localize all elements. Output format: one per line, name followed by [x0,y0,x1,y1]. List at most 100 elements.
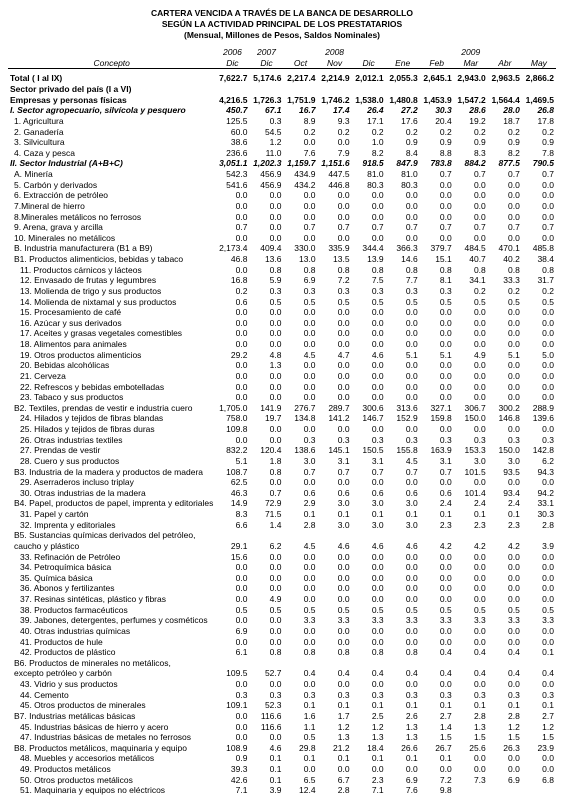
cell: 0.0 [488,212,522,223]
table-row: 1. Agricultura125.50.38.99.317.117.620.4… [8,116,556,127]
cell: 0.7 [454,169,488,180]
cell: 0.0 [284,190,318,201]
data-table: 2006 2007 2008 2009 Concepto Dic Dic Oct… [8,47,556,796]
cell: 16.7 [284,105,318,116]
table-row: 48. Muebles y accesorios metálicos0.90.1… [8,753,556,764]
cell: 14.9 [215,498,249,509]
cell: 159.8 [420,413,454,424]
cell: 0.0 [249,212,283,223]
cell: 0.0 [522,679,556,690]
cell: 0.0 [249,435,283,446]
cell: 0.0 [454,477,488,488]
cell: 0.0 [386,392,420,403]
cell: 0.3 [386,435,420,446]
report-header: CARTERA VENCIDA A TRAVÉS DE LA BANCA DE … [8,8,556,41]
cell: 0.0 [454,392,488,403]
cell: 0.0 [420,679,454,690]
cell: 0.3 [522,435,556,446]
cell: 120.4 [249,445,283,456]
cell: 0.9 [386,137,420,148]
cell: 366.3 [386,243,420,254]
cell: 2.8 [488,711,522,722]
cell: 33.3 [488,275,522,286]
cell: 0.5 [318,297,352,308]
cell: 0.0 [284,371,318,382]
table-row: Empresas y personas físicas4,216.51,726.… [8,95,556,106]
cell: 379.7 [420,243,454,254]
cell: 0.1 [284,753,318,764]
cell: 0.8 [386,265,420,276]
cell: 26.4 [352,105,386,116]
cell: 3.0 [352,498,386,509]
cell: 3.1 [352,456,386,467]
cell: 0.1 [522,700,556,711]
cell: 0.4 [488,668,522,679]
cell: 6.6 [215,520,249,531]
cell: 5,174.6 [249,73,283,84]
cell: 38.6 [215,137,249,148]
cell: 4.2 [488,541,522,552]
cell: 0.0 [522,190,556,201]
cell: 456.9 [249,180,283,191]
cell: 1,202.3 [249,158,283,169]
cell: 0.8 [249,265,283,276]
cell: 306.7 [454,403,488,414]
cell: 4.2 [454,541,488,552]
cell: 4.6 [318,541,352,552]
cell: 5.9 [249,275,283,286]
table-row: B2. Textiles, prendas de vestir e indust… [8,403,556,414]
cell: 0.0 [386,382,420,393]
cell: 0.0 [488,424,522,435]
cell: 3.0 [454,456,488,467]
cell: 0.7 [249,488,283,499]
cell: 4.6 [249,743,283,754]
cell: 0.0 [284,382,318,393]
cell: 0.0 [249,583,283,594]
cell: 1.5 [420,732,454,743]
cell: 20.4 [420,116,454,127]
cell: 46.3 [215,488,249,499]
cell: 1.3 [386,732,420,743]
cell: 138.6 [284,445,318,456]
cell: 0.0 [386,212,420,223]
cell: 5.1 [386,350,420,361]
cell: 0.0 [454,233,488,244]
cell: 0.0 [454,594,488,605]
cell [318,84,352,95]
cell: 134.8 [284,413,318,424]
month-dic-06: Dic [215,58,249,69]
cell: 313.6 [386,403,420,414]
cell: 0.7 [386,467,420,478]
cell [284,530,318,541]
cell: 0.3 [454,435,488,446]
cell: 0.0 [249,307,283,318]
table-row: 22. Refrescos y bebidas embotelladas0.00… [8,382,556,393]
cell: 2.8 [454,711,488,722]
cell: 0.0 [318,371,352,382]
cell: 0.0 [215,573,249,584]
cell: 1,705.0 [215,403,249,414]
cell: 0.0 [386,583,420,594]
row-label: 38. Productos farmacéuticos [8,605,215,616]
cell: 0.0 [215,435,249,446]
cell: 0.3 [284,435,318,446]
cell: 0.7 [284,222,318,233]
month-abr: Abr [488,58,522,69]
row-label: 23. Tabaco y sus productos [8,392,215,403]
cell: 0.0 [215,201,249,212]
cell: 6.8 [522,775,556,786]
cell [249,658,283,669]
row-label: B. Industria manufacturera (B1 a B9) [8,243,215,254]
row-label: 18. Alimentos para animales [8,339,215,350]
cell: 0.2 [318,127,352,138]
cell: 0.0 [420,180,454,191]
cell: 2.9 [284,498,318,509]
cell: 2.6 [386,711,420,722]
cell: 0.0 [249,382,283,393]
cell [215,658,249,669]
cell: 0.0 [454,180,488,191]
cell: 0.0 [522,360,556,371]
cell: 300.6 [352,403,386,414]
cell: 11.0 [249,148,283,159]
cell: 0.8 [318,265,352,276]
